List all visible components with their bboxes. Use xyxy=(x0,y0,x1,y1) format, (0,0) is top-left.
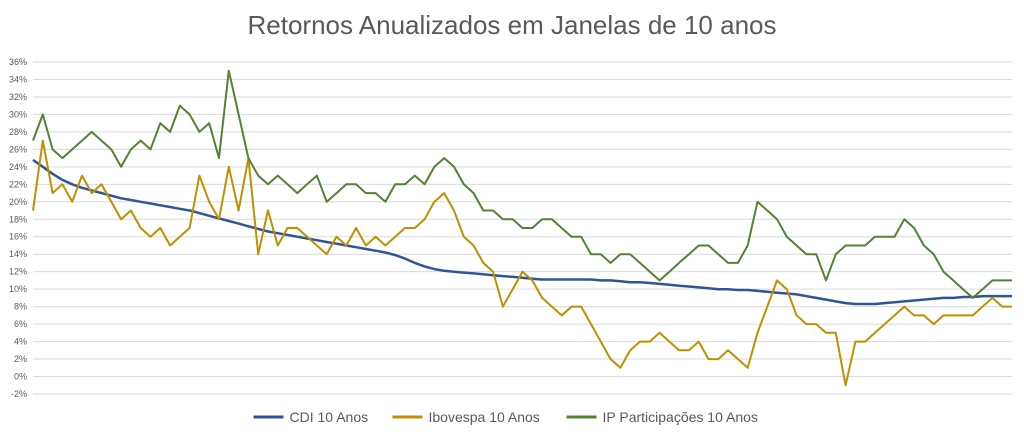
legend-label: IP Participações 10 Anos xyxy=(603,409,758,425)
y-tick-label: 6% xyxy=(14,319,27,329)
y-tick-label: 26% xyxy=(9,144,27,154)
series-lines xyxy=(32,69,1012,387)
y-tick-label: -2% xyxy=(11,389,27,399)
y-tick-label: 20% xyxy=(9,197,27,207)
y-tick-label: 32% xyxy=(9,92,27,102)
y-tick-label: 2% xyxy=(14,354,27,364)
y-tick-labels: -2% 0% 2% 4% 6% 8% 10% 12% 14% 16% 18% 20% 22% 24% 26%… xyxy=(9,57,27,399)
series-line-2 xyxy=(32,139,1012,387)
y-tick-label: 14% xyxy=(9,249,27,259)
y-tick-label: 36% xyxy=(9,57,27,67)
legend: CDI 10 Anos Ibovespa 10 Anos IP Participaç… xyxy=(253,409,758,425)
y-tick-label: 24% xyxy=(9,162,27,172)
y-tick-label: 28% xyxy=(9,127,27,137)
y-tick-label: 16% xyxy=(9,232,27,242)
y-tick-label: 10% xyxy=(9,284,27,294)
series-line-1 xyxy=(32,158,1012,306)
chart-title: Retornos Anualizados em Janelas de 10 an… xyxy=(247,10,777,40)
y-tick-label: 34% xyxy=(9,74,27,84)
legend-label: CDI 10 Anos xyxy=(290,409,369,425)
y-tick-label: 0% xyxy=(14,372,27,382)
y-tick-label: 30% xyxy=(9,109,27,119)
y-tick-label: 4% xyxy=(14,337,27,347)
y-tick-label: 12% xyxy=(9,267,27,277)
y-tick-label: 18% xyxy=(9,214,27,224)
series-line-3 xyxy=(32,69,1012,299)
grid-lines xyxy=(33,61,1012,395)
legend-label: Ibovespa 10 Anos xyxy=(429,409,540,425)
y-tick-label: 8% xyxy=(14,302,27,312)
y-tick-label: 22% xyxy=(9,179,27,189)
